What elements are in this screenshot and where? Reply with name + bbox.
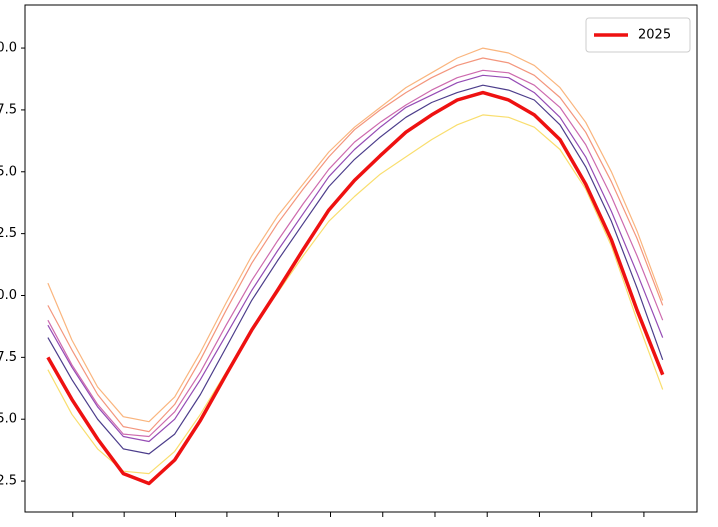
- year-line: [47, 84, 664, 455]
- year-line: [47, 114, 664, 475]
- y-tick-label: 12.5: [0, 226, 17, 241]
- y-tick-label: 17.5: [0, 102, 17, 117]
- y-tick-label: 2.5: [0, 474, 17, 489]
- y-tick-label: 20.0: [0, 41, 17, 56]
- plot-frame: [24, 4, 698, 513]
- legend-box: [585, 17, 691, 53]
- y-tick-label: 5.0: [0, 412, 17, 427]
- y-tick-label: 10.0: [0, 288, 17, 303]
- y-tick-label: 7.5: [0, 350, 17, 365]
- year-line: [47, 69, 664, 438]
- year-line: [47, 47, 664, 423]
- legend-label: 2025: [638, 28, 671, 43]
- year-line: [47, 74, 664, 443]
- highlight-line: [46, 90, 665, 486]
- year-line: [47, 57, 664, 433]
- y-tick-label: 15.0: [0, 164, 17, 179]
